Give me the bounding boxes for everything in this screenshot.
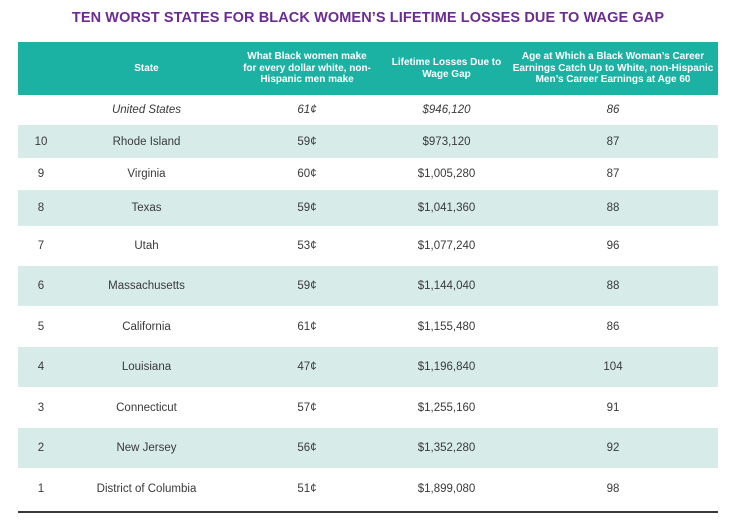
cell-rank: 8 [37,202,45,214]
cell-state: California [122,320,171,333]
cell-losses: $946,120 [422,104,471,116]
cell-rank: 4 [37,361,45,373]
table-title: TEN WORST STATES FOR BLACK WOMEN’S LIFET… [71,10,665,26]
cell-catch-up-age: 98 [606,482,620,495]
cell-cents: 59¢ [297,280,317,292]
cell-rank: 5 [37,320,45,333]
header-rank [18,42,64,95]
cell-rank: 2 [37,442,45,454]
cell-losses: $973,120 [422,135,471,148]
cell-rank: 1 [37,482,45,495]
cell-losses: $1,144,040 [417,280,476,292]
cell-losses: $1,005,280 [417,168,476,180]
cell-losses: $1,196,840 [417,361,476,373]
cell-state: Louisiana [121,361,172,373]
cell-losses: $1,155,480 [417,320,476,333]
table-row: 10 Rhode Island 59¢ $973,120 87 [18,125,718,158]
cell-rank: 6 [37,280,45,292]
cell-state: Connecticut [116,401,177,414]
cell-state: Utah [134,240,159,252]
cell-catch-up-age: 104 [603,361,623,373]
cell-cents: 61¢ [297,104,317,116]
cell-catch-up-age: 96 [606,240,620,252]
table-row: 9 Virginia 60¢ $1,005,280 87 [18,158,718,190]
cell-cents: 61¢ [297,320,317,333]
cell-catch-up-age: 87 [606,168,620,180]
header-state: State [134,62,159,74]
cell-rank: 10 [34,135,48,148]
cell-rank [18,95,64,125]
cell-losses: $1,899,080 [417,482,476,495]
cell-state: Texas [131,202,162,214]
table-row: 5 California 61¢ $1,155,480 86 [18,306,718,347]
cell-losses: $1,077,240 [417,240,476,252]
cell-state: United States [111,104,182,116]
cell-catch-up-age: 86 [606,104,620,116]
cell-rank: 7 [37,240,45,252]
cell-rank: 3 [37,401,45,414]
cell-cents: 57¢ [297,401,317,414]
table-header: State What Black women make for every do… [18,42,718,95]
cell-state: New Jersey [116,442,177,454]
cell-cents: 59¢ [297,202,317,214]
cell-cents: 60¢ [297,168,317,180]
table-row: 3 Connecticut 57¢ $1,255,160 91 [18,387,718,428]
cell-state: Rhode Island [112,135,181,148]
table-row: United States 61¢ $946,120 86 [18,95,718,125]
header-lifetime-losses: Lifetime Losses Due to Wage Gap [391,57,502,80]
table-body: United States 61¢ $946,120 86 10 Rhode Island… [18,95,718,509]
cell-catch-up-age: 88 [606,202,620,214]
cell-cents: 47¢ [297,361,317,373]
table-row: 7 Utah 53¢ $1,077,240 96 [18,226,718,266]
header-catch-up-age: Age at Which a Black Woman’s Career Earn… [512,51,714,86]
cell-cents: 56¢ [297,442,317,454]
header-cents-per-dollar: What Black women make for every dollar w… [243,51,371,86]
table-row: 1 District of Columbia 51¢ $1,899,080 98 [18,468,718,509]
cell-catch-up-age: 88 [606,280,620,292]
table-row: 2 New Jersey 56¢ $1,352,280 92 [18,428,718,468]
cell-cents: 51¢ [297,482,317,495]
table-row: 6 Massachusetts 59¢ $1,144,040 88 [18,266,718,306]
table-bottom-rule [18,511,718,513]
cell-catch-up-age: 87 [606,135,620,148]
cell-catch-up-age: 92 [606,442,620,454]
cell-losses: $1,352,280 [417,442,476,454]
table-row: 4 Louisiana 47¢ $1,196,840 104 [18,347,718,387]
cell-catch-up-age: 91 [606,401,620,414]
table-row: 8 Texas 59¢ $1,041,360 88 [18,190,718,226]
cell-cents: 59¢ [297,135,317,148]
cell-rank: 9 [37,168,45,180]
cell-cents: 53¢ [297,240,317,252]
cell-losses: $1,255,160 [417,401,476,414]
cell-losses: $1,041,360 [417,202,476,214]
wage-gap-table: State What Black women make for every do… [18,42,718,509]
cell-state: Massachusetts [108,280,185,292]
cell-state: Virginia [127,168,166,180]
cell-catch-up-age: 86 [606,320,620,333]
cell-state: District of Columbia [96,482,197,495]
